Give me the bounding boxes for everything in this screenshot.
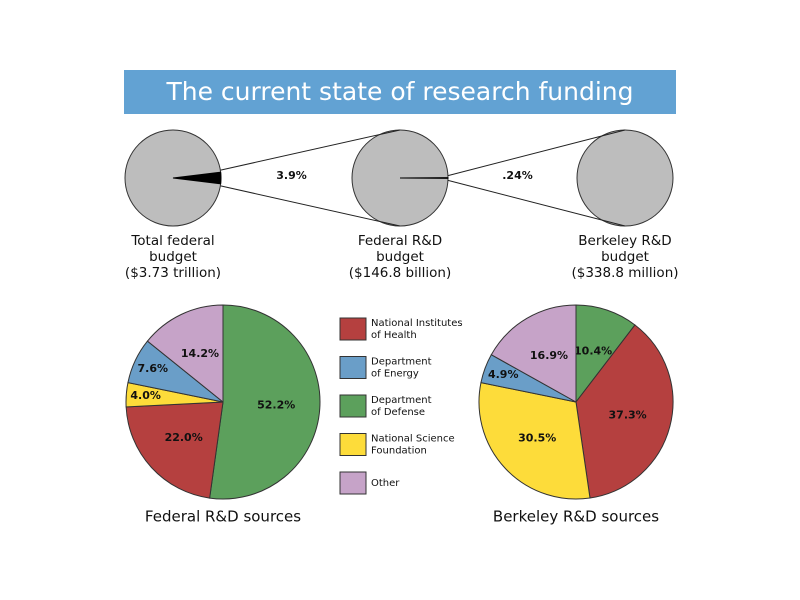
slice-label: 10.4% <box>574 344 612 357</box>
pie-slice <box>209 304 321 500</box>
pie-slice <box>490 304 577 403</box>
pie-slice <box>146 304 224 404</box>
slice-label: 52.2% <box>257 399 295 412</box>
legend-label: National Institutes <box>371 318 463 329</box>
pie-slice <box>575 324 674 499</box>
legend-label: Foundation <box>371 446 427 457</box>
slice-label: 4.0% <box>130 389 161 402</box>
stage-label: Federal R&D <box>358 233 442 249</box>
pie-slice <box>478 382 591 500</box>
legend-label: Department <box>371 395 432 406</box>
stage-label: Berkeley R&D <box>578 233 671 249</box>
pie-slice <box>125 401 224 499</box>
share-wedge <box>172 171 222 185</box>
slice-label: 16.9% <box>530 349 568 362</box>
slice-label: 37.3% <box>609 408 647 421</box>
zoom-line <box>220 185 401 227</box>
slice-label: 14.2% <box>181 347 219 360</box>
legend-swatch <box>339 433 367 456</box>
legend-swatch <box>339 471 367 495</box>
slice-label: 22.0% <box>165 431 203 444</box>
legend-swatch <box>339 356 367 379</box>
legend-swatch <box>339 394 367 418</box>
legend-label: of Energy <box>371 369 419 380</box>
stage-label: budget <box>376 249 424 265</box>
legend-label: of Health <box>371 330 417 341</box>
zoom-line <box>447 129 626 177</box>
pie-title: Berkeley R&D sources <box>493 508 659 526</box>
budget-circle <box>576 129 674 227</box>
legend-swatch <box>339 317 367 341</box>
stage-label: ($146.8 billion) <box>349 265 451 281</box>
slice-label: 30.5% <box>518 432 556 445</box>
share-label: .24% <box>502 169 533 182</box>
zoom-line <box>447 179 626 227</box>
stage-label: budget <box>149 249 197 265</box>
share-wedge <box>399 177 449 179</box>
legend-label: of Defense <box>371 407 425 418</box>
stage-label: budget <box>601 249 649 265</box>
pie-title: Federal R&D sources <box>145 508 301 526</box>
stage-label: ($338.8 million) <box>571 265 678 281</box>
title: The current state of research funding <box>165 77 633 106</box>
stage-label: ($3.73 trillion) <box>125 265 221 281</box>
legend-label: National Science <box>371 434 455 445</box>
legend-label: Other <box>371 478 400 489</box>
stage-label: Total federal <box>130 233 214 249</box>
share-label: 3.9% <box>276 169 307 182</box>
slice-label: 7.6% <box>138 362 169 375</box>
zoom-line <box>220 129 401 171</box>
legend-label: Department <box>371 357 432 368</box>
slice-label: 4.9% <box>488 368 519 381</box>
title-bar <box>124 70 676 114</box>
